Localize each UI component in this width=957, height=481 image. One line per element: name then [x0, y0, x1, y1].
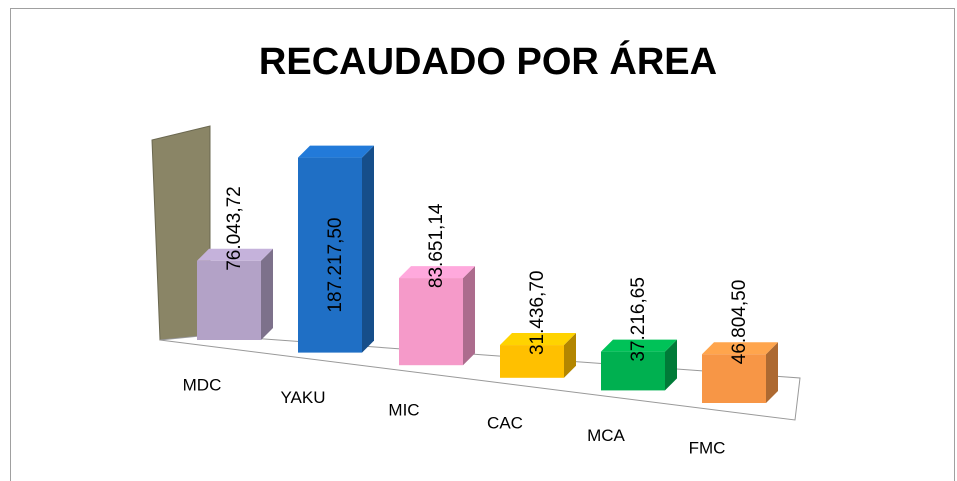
bar [702, 354, 766, 403]
floor [159, 334, 801, 421]
value-label: 46.804,50 [729, 280, 750, 365]
value-label: 37.216,65 [628, 277, 649, 362]
bar [601, 351, 665, 391]
bar-top [702, 342, 778, 355]
bar-side [362, 145, 374, 353]
bar-side [463, 266, 475, 366]
bar-top [601, 339, 677, 352]
x-tick-label: MIC [388, 401, 419, 420]
bar-side [261, 248, 273, 340]
bar [500, 345, 564, 378]
x-tick-label: CAC [487, 413, 523, 432]
value-label: 187.217,50 [325, 218, 346, 313]
bar-top [399, 266, 475, 279]
value-label: 76.043,72 [224, 186, 245, 271]
x-tick-label: FMC [689, 438, 726, 457]
bar-top [298, 145, 374, 158]
x-tick-label: MDC [183, 375, 222, 394]
bar-side [766, 342, 778, 403]
x-tick-label: YAKU [280, 388, 325, 407]
bar-top [197, 248, 273, 261]
bar-side [564, 333, 576, 378]
bar-side [665, 339, 677, 391]
bar [298, 157, 362, 353]
value-label: 83.651,14 [426, 203, 447, 288]
bar [197, 260, 261, 340]
value-label: 31.436,70 [527, 271, 548, 356]
x-tick-label: MCA [587, 426, 625, 445]
bar [399, 278, 463, 366]
bar-top [500, 333, 576, 346]
chart-title: RECAUDADO POR ÁREA [259, 39, 717, 83]
